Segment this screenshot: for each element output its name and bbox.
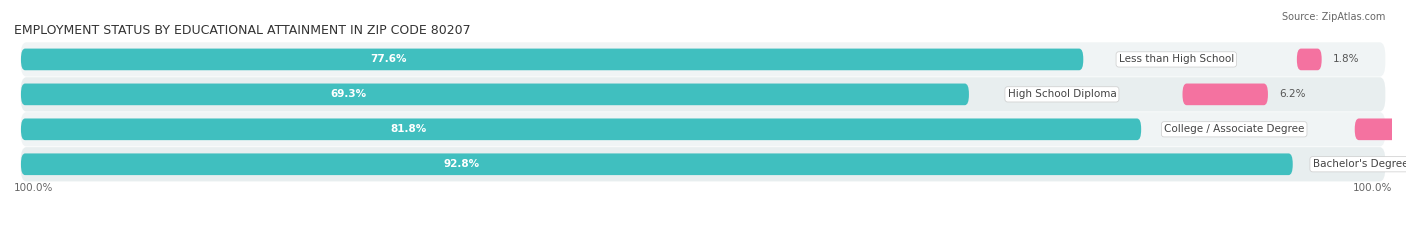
Text: 77.6%: 77.6%: [370, 55, 406, 64]
Text: College / Associate Degree: College / Associate Degree: [1164, 124, 1305, 134]
FancyBboxPatch shape: [1296, 49, 1322, 70]
FancyBboxPatch shape: [21, 83, 969, 105]
FancyBboxPatch shape: [21, 118, 1142, 140]
Text: Source: ZipAtlas.com: Source: ZipAtlas.com: [1281, 12, 1385, 22]
Text: 69.3%: 69.3%: [330, 89, 367, 99]
FancyBboxPatch shape: [1182, 83, 1268, 105]
Text: 81.8%: 81.8%: [391, 124, 426, 134]
Text: Bachelor's Degree or higher: Bachelor's Degree or higher: [1313, 159, 1406, 169]
Text: 1.8%: 1.8%: [1333, 55, 1360, 64]
Text: 100.0%: 100.0%: [14, 184, 53, 193]
FancyBboxPatch shape: [21, 77, 1385, 112]
Text: 92.8%: 92.8%: [443, 159, 479, 169]
Text: High School Diploma: High School Diploma: [1008, 89, 1116, 99]
FancyBboxPatch shape: [21, 147, 1385, 181]
FancyBboxPatch shape: [21, 42, 1385, 76]
Text: Less than High School: Less than High School: [1119, 55, 1234, 64]
FancyBboxPatch shape: [21, 112, 1385, 147]
FancyBboxPatch shape: [1355, 118, 1406, 140]
FancyBboxPatch shape: [21, 153, 1292, 175]
Text: EMPLOYMENT STATUS BY EDUCATIONAL ATTAINMENT IN ZIP CODE 80207: EMPLOYMENT STATUS BY EDUCATIONAL ATTAINM…: [14, 24, 471, 37]
Text: 6.2%: 6.2%: [1279, 89, 1305, 99]
Text: 100.0%: 100.0%: [1353, 184, 1392, 193]
FancyBboxPatch shape: [21, 49, 1083, 70]
